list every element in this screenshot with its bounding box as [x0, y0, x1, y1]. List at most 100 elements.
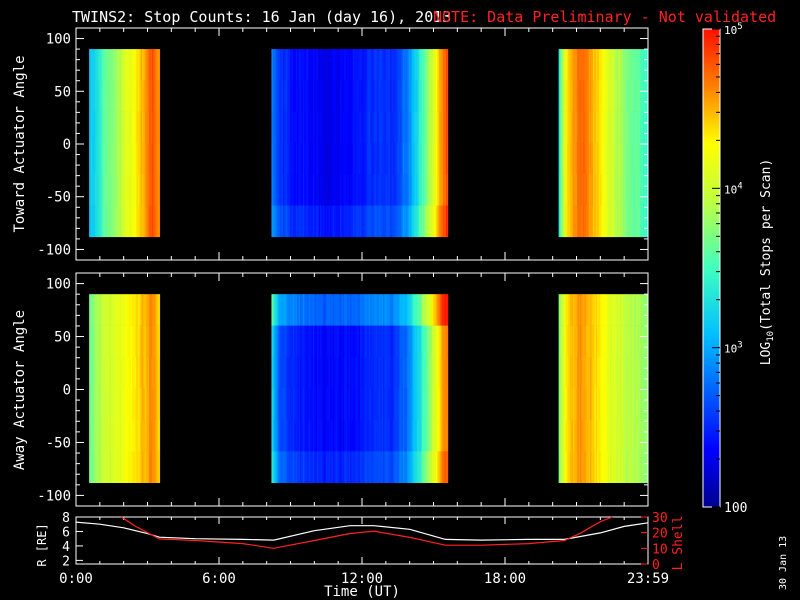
away-heatmap-cell — [377, 294, 379, 326]
toward-heatmap-cell — [147, 174, 150, 206]
toward-heatmap-cell — [117, 142, 120, 175]
toward-heatmap-cell — [99, 80, 101, 112]
toward-heatmap-cell — [612, 142, 615, 175]
toward-heatmap-cell — [405, 49, 408, 81]
toward-heatmap-cell — [96, 80, 98, 112]
toward-heatmap-cell — [114, 80, 117, 112]
toward-heatmap-cell — [441, 49, 444, 81]
toward-heatmap-cell — [330, 49, 332, 81]
away-heatmap-cell — [300, 357, 302, 389]
toward-heatmap-cell — [445, 111, 448, 144]
toward-heatmap-cell — [384, 49, 387, 81]
toward-heatmap-cell — [397, 80, 399, 112]
away-heatmap-cell — [374, 451, 377, 483]
away-heatmap-cell — [347, 388, 349, 421]
toward-heatmap-cell — [410, 142, 412, 175]
away-heatmap-cell — [328, 419, 331, 452]
toward-heatmap-cell — [340, 142, 342, 175]
toward-heatmap-cell — [400, 174, 402, 206]
away-heatmap-cell — [374, 357, 377, 389]
toward-heatmap-cell — [321, 111, 324, 144]
away-heatmap-cell — [374, 325, 377, 358]
away-heatmap-cell — [413, 451, 415, 483]
away-heatmap-cell — [94, 388, 97, 421]
away-heatmap-cell — [294, 388, 297, 421]
toward-heatmap-cell — [304, 142, 307, 175]
away-heatmap-cell — [400, 294, 402, 326]
toward-heatmap-cell — [365, 205, 368, 238]
toward-heatmap-cell — [97, 80, 100, 112]
toward-heatmap-cell — [331, 49, 334, 81]
toward-heatmap-cell — [435, 174, 438, 206]
toward-heatmap-cell — [304, 174, 307, 206]
toward-ytick-label: 0 — [63, 137, 71, 153]
toward-heatmap-cell — [100, 142, 103, 175]
away-heatmap-cell — [311, 325, 314, 358]
away-heatmap-cell — [94, 325, 97, 358]
toward-heatmap-cell — [620, 174, 622, 206]
away-heatmap-cell — [570, 388, 572, 421]
away-heatmap-cell — [402, 325, 405, 358]
toward-heatmap-cell — [153, 205, 156, 238]
toward-heatmap-cell — [592, 174, 595, 206]
toward-heatmap-cell — [618, 80, 621, 112]
away-heatmap-cell — [297, 419, 299, 452]
away-heatmap-cell — [142, 357, 144, 389]
away-heatmap-cell — [345, 325, 348, 358]
away-heatmap-cell — [354, 294, 357, 326]
away-heatmap-cell — [348, 388, 351, 421]
toward-heatmap-cell — [638, 49, 641, 81]
away-heatmap-cell — [136, 294, 139, 326]
toward-heatmap-cell — [395, 205, 398, 238]
toward-heatmap-cell — [305, 174, 308, 206]
toward-heatmap-cell — [561, 49, 564, 81]
away-heatmap-cell — [152, 294, 154, 326]
toward-heatmap-cell — [156, 142, 159, 175]
toward-heatmap-cell — [96, 205, 98, 238]
away-heatmap-cell — [402, 388, 405, 421]
away-heatmap-cell — [370, 451, 372, 483]
toward-heatmap-cell — [307, 205, 309, 238]
away-heatmap-cell — [111, 294, 114, 326]
away-heatmap-cell — [407, 419, 410, 452]
away-heatmap-cell — [585, 419, 588, 452]
away-heatmap-cell — [628, 325, 631, 358]
away-heatmap-cell — [94, 451, 97, 483]
away-heatmap-cell — [390, 451, 392, 483]
away-heatmap-cell — [317, 325, 319, 358]
toward-heatmap-cell — [435, 205, 438, 238]
away-heatmap-cell — [377, 419, 379, 452]
toward-heatmap-cell — [410, 205, 412, 238]
toward-heatmap-cell — [318, 142, 321, 175]
away-heatmap-cell — [291, 419, 294, 452]
toward-heatmap-cell — [146, 111, 149, 144]
toward-heatmap-cell — [94, 205, 97, 238]
toward-heatmap-cell — [122, 205, 124, 238]
toward-heatmap-cell — [348, 174, 351, 206]
toward-heatmap-cell — [404, 111, 407, 144]
away-heatmap-cell — [644, 388, 647, 421]
away-heatmap-cell — [604, 325, 607, 358]
away-heatmap-cell — [585, 451, 588, 483]
toward-heatmap-cell — [129, 205, 131, 238]
away-heatmap-cell — [338, 419, 341, 452]
toward-heatmap-cell — [577, 142, 579, 175]
away-heatmap-cell — [621, 325, 624, 358]
away-heatmap-cell — [304, 451, 307, 483]
toward-heatmap-cell — [368, 80, 371, 112]
away-heatmap-cell — [367, 357, 369, 389]
away-heatmap-cell — [611, 357, 614, 389]
away-heatmap-cell — [575, 419, 578, 452]
toward-heatmap-cell — [116, 174, 119, 206]
toward-heatmap-cell — [594, 174, 597, 206]
away-heatmap-cell — [287, 388, 289, 421]
away-heatmap-cell — [410, 451, 412, 483]
away-heatmap-cell — [600, 325, 602, 358]
toward-heatmap-cell — [411, 80, 414, 112]
toward-heatmap-cell — [632, 49, 635, 81]
away-heatmap-cell — [574, 451, 577, 483]
away-heatmap-cell — [308, 325, 311, 358]
away-heatmap-cell — [591, 357, 594, 389]
toward-heatmap-cell — [385, 142, 388, 175]
away-heatmap-cell — [590, 294, 592, 326]
